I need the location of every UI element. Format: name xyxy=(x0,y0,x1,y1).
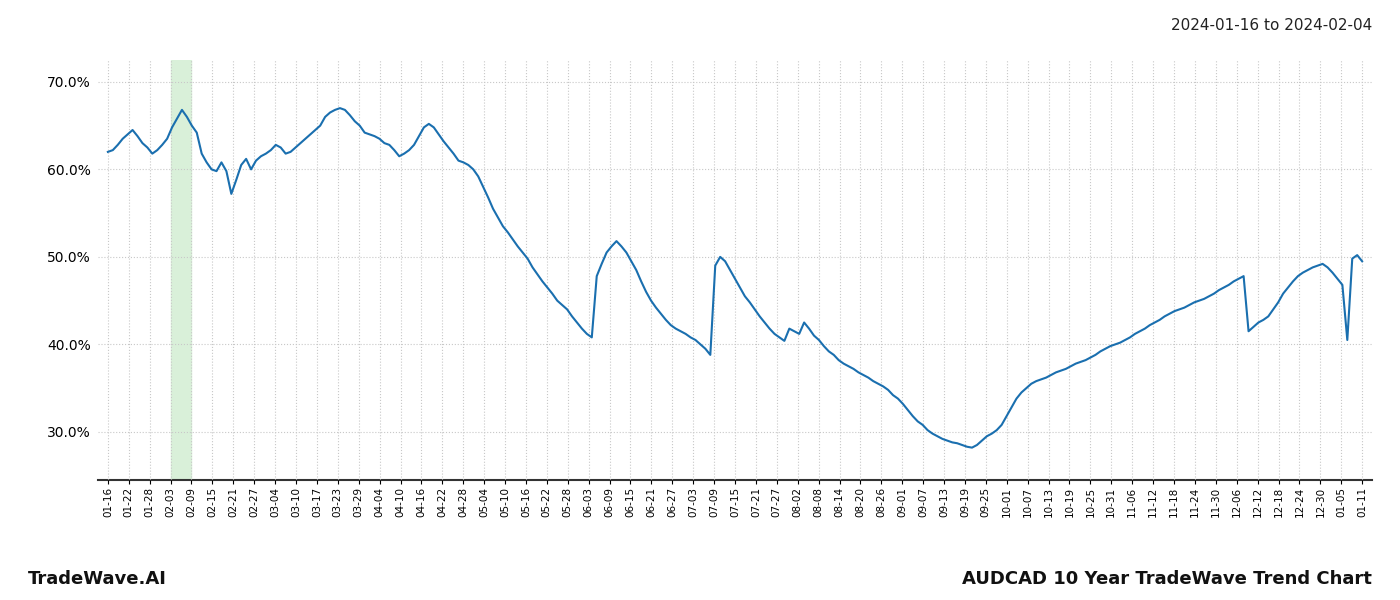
Text: 2024-01-16 to 2024-02-04: 2024-01-16 to 2024-02-04 xyxy=(1170,18,1372,33)
Text: AUDCAD 10 Year TradeWave Trend Chart: AUDCAD 10 Year TradeWave Trend Chart xyxy=(962,570,1372,588)
Text: TradeWave.AI: TradeWave.AI xyxy=(28,570,167,588)
Bar xyxy=(171,60,192,480)
